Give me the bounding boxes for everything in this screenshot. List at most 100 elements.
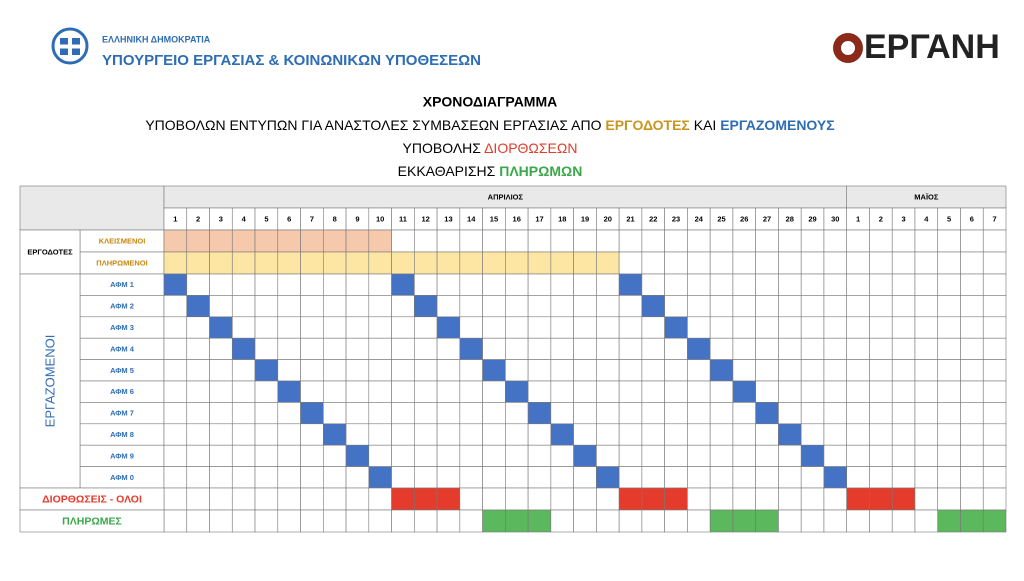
cell (641, 295, 665, 318)
cell (231, 402, 256, 425)
cell (231, 487, 256, 511)
cell (846, 487, 870, 511)
cell (846, 509, 870, 533)
cell (459, 487, 483, 511)
cell (960, 359, 984, 382)
cell (914, 509, 939, 533)
day-label: 8 (333, 214, 337, 223)
cell (345, 337, 370, 360)
cell (254, 402, 279, 425)
cell (436, 295, 461, 318)
cell (891, 337, 916, 360)
row-label: ΑΦΜ 8 (110, 430, 134, 439)
day-label: 2 (879, 214, 883, 223)
cell (914, 316, 939, 339)
day-label: 3 (219, 214, 223, 223)
cell (664, 444, 688, 467)
cell (505, 337, 529, 360)
cell (869, 402, 893, 425)
cell (596, 487, 620, 511)
cell (687, 444, 711, 467)
cell (300, 444, 324, 467)
cell (231, 423, 256, 446)
cell (231, 273, 256, 296)
day-label: 9 (355, 214, 359, 223)
cell (618, 273, 643, 296)
cell (573, 402, 597, 425)
cell (186, 251, 210, 275)
cell (800, 251, 825, 275)
cell (254, 316, 279, 339)
cell (641, 229, 665, 253)
cell (596, 509, 620, 533)
cell (505, 295, 529, 318)
cell (823, 337, 848, 360)
cell (391, 273, 415, 296)
cell (982, 337, 1007, 360)
cell (982, 380, 1007, 403)
cell (482, 487, 506, 511)
cell (300, 509, 324, 533)
cell (891, 273, 916, 296)
cell (960, 444, 984, 467)
cell (368, 380, 392, 403)
cell (982, 273, 1007, 296)
cell (846, 380, 870, 403)
cell (709, 380, 734, 403)
cell (254, 466, 279, 489)
cell (937, 402, 961, 425)
cell (687, 402, 711, 425)
cell (482, 423, 506, 446)
cell (800, 380, 825, 403)
cell (641, 402, 665, 425)
cell (914, 295, 939, 318)
cell (846, 402, 870, 425)
cell (960, 487, 984, 511)
cell (527, 337, 552, 360)
cell (550, 423, 574, 446)
cell (277, 251, 301, 275)
cell (19, 509, 165, 533)
cell (573, 273, 597, 296)
cell (664, 423, 688, 446)
cell (778, 423, 802, 446)
cell (209, 273, 233, 296)
text: ΠΛΗΡΩΜΩΝ (499, 163, 582, 179)
day-label: 16 (513, 214, 521, 223)
ministry: ΥΠΟΥΡΓΕΙΟ ΕΡΓΑΣΙΑΣ & ΚΟΙΝΩΝΙΚΩΝ ΥΠΟΘΕΣΕΩ… (102, 52, 481, 69)
cell (186, 423, 210, 446)
cell (869, 273, 893, 296)
cell (618, 380, 643, 403)
cell (778, 295, 802, 318)
cell (960, 273, 984, 296)
cell (709, 273, 734, 296)
cell (482, 380, 506, 403)
cell (300, 273, 324, 296)
cell (345, 444, 370, 467)
cell (163, 487, 188, 511)
cell (163, 402, 188, 425)
cell (664, 316, 688, 339)
cell (345, 466, 370, 489)
cell (618, 466, 643, 489)
cell (937, 359, 961, 382)
cell (573, 509, 597, 533)
cell (869, 359, 893, 382)
day-label: 22 (649, 214, 657, 223)
cell (641, 251, 665, 275)
cell (914, 359, 939, 382)
day-label: 1 (856, 214, 860, 223)
cell (982, 229, 1007, 253)
cell (550, 295, 574, 318)
group-label: ΕΡΓΑΖΟΜΕΝΟΙ (42, 335, 57, 428)
cell (436, 337, 461, 360)
cell (709, 423, 734, 446)
cell (846, 337, 870, 360)
day-label: 24 (695, 214, 704, 223)
cell (391, 295, 415, 318)
day-label: 13 (444, 214, 452, 223)
cell (982, 402, 1007, 425)
cell (505, 509, 529, 533)
cell (505, 316, 529, 339)
